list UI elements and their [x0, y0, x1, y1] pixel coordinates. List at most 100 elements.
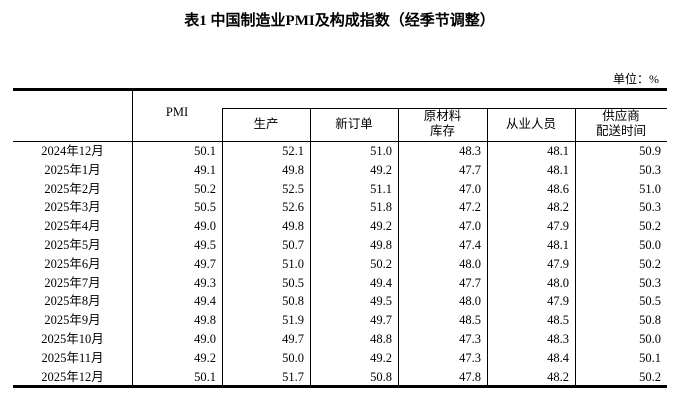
value-cell: 49.2	[194, 350, 216, 365]
value-cell: 48.1	[547, 238, 569, 252]
column-divider	[132, 91, 133, 385]
value-cell: 51.0	[282, 256, 304, 271]
value-cell: 48.6	[547, 181, 569, 196]
value-cell: 50.2	[639, 256, 661, 271]
value-cell: 50.0	[639, 332, 661, 346]
column-header: 原材料 库存	[398, 109, 487, 139]
value-cell: 48.2	[547, 200, 569, 215]
month-cell: 2025年6月	[44, 256, 101, 271]
value-cell: 51.8	[370, 200, 392, 215]
subheader-rule	[222, 108, 667, 109]
value-cell: 48.1	[547, 162, 569, 177]
value-cell: 48.1	[547, 144, 569, 158]
value-cell: 49.5	[194, 238, 216, 252]
table-row: 2025年7月 49.3 50.5 49.4 47.7 48.0 50.3	[13, 274, 667, 293]
value-cell: 48.5	[547, 313, 569, 328]
value-cell: 48.3	[547, 332, 569, 346]
column-header-line: 新订单	[335, 117, 373, 131]
table-row: 2025年1月 49.1 49.8 49.2 47.7 48.1 50.3	[13, 161, 667, 180]
month-cell: 2024年12月	[41, 144, 104, 158]
value-cell: 47.2	[459, 200, 481, 215]
column-header-line: 原材料	[423, 109, 462, 123]
table-row: 2025年11月 49.2 50.0 49.2 47.3 48.4 50.1	[13, 349, 667, 368]
table-row: 2025年12月 50.1 51.7 50.8 47.8 48.2 50.2	[13, 368, 667, 387]
value-cell: 50.5	[194, 200, 216, 215]
value-cell: 47.9	[547, 294, 569, 309]
table-row: 2025年3月 50.5 52.6 51.8 47.2 48.2 50.3	[13, 198, 667, 217]
month-cell: 2025年8月	[44, 294, 101, 309]
value-cell: 48.0	[459, 294, 481, 309]
month-cell: 2025年3月	[44, 200, 101, 215]
column-header-line: 配送时间	[595, 124, 646, 138]
value-cell: 50.7	[282, 238, 304, 252]
column-header-line: 供应商	[602, 109, 640, 123]
value-cell: 50.3	[639, 162, 661, 177]
column-divider	[575, 108, 576, 385]
bottom-rule	[13, 385, 667, 388]
value-cell: 51.0	[639, 181, 661, 196]
value-cell: 49.8	[194, 313, 216, 328]
month-cell: 2025年11月	[41, 350, 104, 365]
value-cell: 51.7	[282, 369, 304, 384]
month-cell: 2025年2月	[44, 181, 101, 196]
value-cell: 50.9	[639, 144, 661, 158]
column-header: 新订单	[310, 117, 398, 132]
column-header: 生产	[222, 117, 310, 132]
value-cell: 51.0	[370, 144, 392, 158]
table-row: 2025年8月 49.4 50.8 49.5 48.0 47.9 50.5	[13, 292, 667, 311]
value-cell: 49.2	[370, 350, 392, 365]
table-row: 2025年10月 49.0 49.7 48.8 47.3 48.3 50.0	[13, 330, 667, 349]
value-cell: 50.2	[370, 256, 392, 271]
value-cell: 50.0	[639, 238, 661, 252]
table-title: 表1 中国制造业PMI及构成指数（经季节调整）	[184, 13, 495, 29]
value-cell: 49.7	[194, 256, 216, 271]
value-cell: 49.7	[370, 313, 392, 328]
value-cell: 47.0	[459, 181, 481, 196]
table-row: 2025年5月 49.5 50.7 49.8 47.4 48.1 50.0	[13, 236, 667, 255]
table-row: 2025年2月 50.2 52.5 51.1 47.0 48.6 51.0	[13, 180, 667, 199]
value-cell: 50.1	[194, 369, 216, 384]
value-cell: 50.3	[639, 200, 661, 215]
value-cell: 50.2	[639, 369, 661, 384]
value-cell: 50.3	[639, 275, 661, 290]
month-cell: 2025年1月	[44, 162, 101, 177]
value-cell: 50.8	[282, 294, 304, 309]
column-divider	[310, 108, 311, 385]
value-cell: 47.8	[459, 369, 481, 384]
value-cell: 49.1	[194, 162, 216, 177]
value-cell: 49.5	[370, 294, 392, 309]
table-row: 2025年9月 49.8 51.9 49.7 48.5 48.5 50.8	[13, 311, 667, 330]
month-cell: 2025年9月	[44, 313, 101, 328]
value-cell: 49.4	[370, 275, 392, 290]
value-cell: 50.1	[639, 350, 661, 365]
value-cell: 47.3	[459, 350, 481, 365]
value-cell: 50.5	[282, 275, 304, 290]
month-cell: 2025年5月	[44, 238, 101, 252]
value-cell: 50.5	[639, 294, 661, 309]
value-cell: 47.7	[459, 162, 481, 177]
column-header-line: 生产	[253, 117, 279, 131]
value-cell: 48.0	[459, 256, 481, 271]
top-rule	[13, 88, 667, 91]
value-cell: 49.3	[194, 275, 216, 290]
value-cell: 47.3	[459, 332, 481, 346]
table-row: 2025年4月 49.0 49.8 49.2 47.0 47.9 50.2	[13, 217, 667, 236]
header-rule	[13, 141, 667, 142]
value-cell: 47.9	[547, 219, 569, 234]
value-cell: 49.8	[370, 238, 392, 252]
value-cell: 51.9	[282, 313, 304, 328]
column-header: PMI	[132, 105, 222, 120]
value-cell: 49.7	[282, 332, 304, 346]
value-cell: 49.4	[194, 294, 216, 309]
table-row: 2025年6月 49.7 51.0 50.2 48.0 47.9 50.2	[13, 255, 667, 274]
table-row: 2024年12月 50.1 52.1 51.0 48.3 48.1 50.9	[13, 142, 667, 161]
value-cell: 49.8	[282, 162, 304, 177]
value-cell: 48.5	[459, 313, 481, 328]
column-header: 从业人员	[487, 117, 575, 132]
value-cell: 49.2	[370, 162, 392, 177]
value-cell: 47.4	[459, 238, 481, 252]
column-divider	[398, 108, 399, 385]
month-cell: 2025年10月	[41, 332, 104, 346]
value-cell: 47.9	[547, 256, 569, 271]
value-cell: 48.8	[370, 332, 392, 346]
